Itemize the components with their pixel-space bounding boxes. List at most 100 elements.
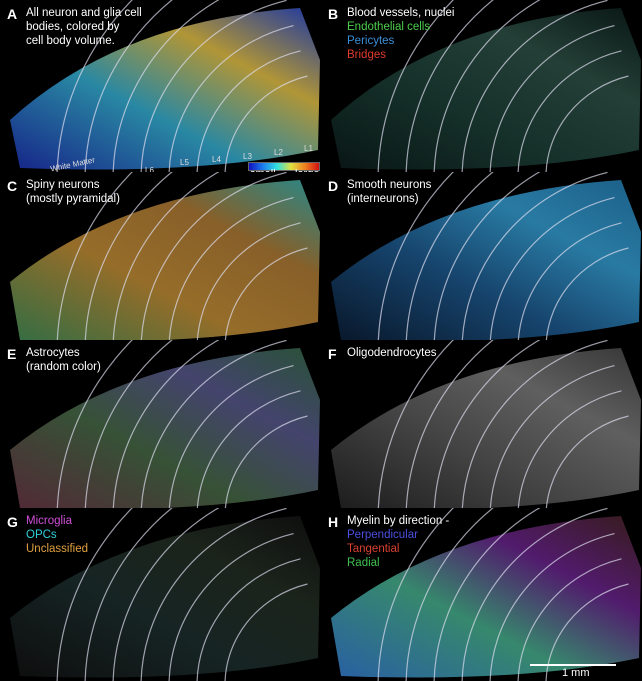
panel-image [10, 0, 320, 172]
layer-boundary-arc [405, 508, 494, 681]
caption-line: bodies, colored by [26, 21, 120, 33]
caption-line: All neuron and glia cell [26, 7, 142, 19]
layer-boundary-arc [112, 172, 220, 340]
panel-image [10, 340, 320, 508]
panel-letter: F [328, 346, 337, 362]
layer-boundary-arc [433, 508, 541, 681]
layer-boundary-arc [433, 0, 541, 172]
layer-boundary-arc [56, 172, 134, 340]
layer-boundary-arc [56, 0, 134, 172]
layer-boundary-arc [489, 25, 615, 172]
panel-b: B Blood vessels, nuclei Endothelial cells P… [321, 0, 642, 172]
layer-boundary-arc [168, 197, 294, 340]
panel-caption: Spiny neurons (mostly pyramidal) [26, 178, 120, 206]
panel-letter: B [328, 6, 339, 22]
panel-image [331, 340, 641, 508]
layer-boundary-arc [224, 583, 308, 681]
panel-caption: Microglia OPCs Unclassified [26, 514, 88, 556]
caption-line: (random color) [26, 361, 101, 373]
layer-label: L3 [243, 152, 252, 161]
panel-caption: Blood vessels, nuclei Endothelial cells Pe… [347, 6, 454, 62]
caption-line: Pericytes [347, 35, 395, 47]
panel-letter: G [7, 514, 18, 530]
tissue-section [10, 8, 320, 170]
layer-boundary-arc [112, 340, 220, 508]
scale-bar [530, 664, 616, 666]
tissue-section [331, 516, 641, 678]
layer-boundary-arc [140, 340, 287, 508]
layer-boundary-arc [545, 583, 629, 681]
layer-boundary-arc [461, 0, 608, 172]
caption-line: Radial [347, 557, 380, 569]
layer-boundary-arc [140, 172, 287, 340]
caption-line: Blood vessels, nuclei [347, 7, 455, 19]
scale-bar-label: 1 mm [562, 667, 590, 679]
panel-letter: C [7, 178, 18, 194]
layer-boundary-arc [405, 340, 494, 508]
layer-boundary-arc [140, 0, 287, 172]
panel-image [331, 508, 641, 681]
panel-c: C Spiny neurons (mostly pyramidal) [0, 172, 321, 340]
layer-boundary-arc [517, 50, 622, 172]
panel-g: G Microglia OPCs Unclassified [0, 508, 321, 681]
layer-boundary-arc [517, 558, 622, 681]
tissue-section [10, 516, 320, 678]
caption-line: (interneurons) [347, 193, 419, 205]
caption-line: Tangential [347, 543, 400, 555]
layer-boundary-arc [489, 197, 615, 340]
panel-letter: E [7, 346, 17, 362]
panel-caption: All neuron and glia cell bodies, colored … [26, 6, 142, 48]
layer-boundary-arc [196, 390, 301, 508]
panel-h: H Myelin by direction - Perpendicular Tange… [321, 508, 642, 681]
panel-d: D Smooth neurons (interneurons) [321, 172, 642, 340]
layer-boundary-arc [433, 172, 541, 340]
layer-label: L2 [274, 148, 283, 157]
panel-letter: A [7, 6, 18, 22]
layer-boundary-arc [461, 508, 608, 681]
panel-e: E Astrocytes (random color) [0, 340, 321, 508]
panel-image [331, 172, 641, 340]
layer-boundary-arc [56, 340, 134, 508]
layer-boundary-arc [545, 247, 629, 340]
layer-boundary-arc [224, 75, 308, 172]
caption-line: Microglia [26, 515, 73, 527]
layer-boundary-arc [84, 340, 173, 508]
layer-boundary-arc [489, 365, 615, 508]
layer-boundary-arc [405, 172, 494, 340]
layer-label: L1 [304, 144, 313, 153]
layer-boundary-arc [168, 365, 294, 508]
layer-boundary-arc [461, 172, 608, 340]
layer-boundary-arc [196, 558, 301, 681]
layer-boundary-arc [489, 533, 615, 681]
layer-label: L6 [145, 166, 154, 172]
layer-boundary-arc [517, 222, 622, 340]
layer-boundary-arc [224, 415, 308, 508]
panel-image [331, 0, 641, 172]
layer-boundary-arc [84, 508, 173, 681]
panel-caption: Myelin by direction - Perpendicular Tangen… [347, 514, 449, 570]
layer-boundary-arc [377, 508, 455, 681]
caption-line: Spiny neurons [26, 179, 100, 191]
colorbar-min-label: small [250, 168, 276, 172]
caption-line: cell body volume. [26, 35, 115, 47]
panel-a: A All neuron and glia cell bodies, colored… [0, 0, 321, 172]
panel-f: F Oligodendrocytes [321, 340, 642, 508]
panel-letter: H [328, 514, 339, 530]
layer-boundary-arc [168, 533, 294, 681]
caption-line: Endothelial cells [347, 21, 431, 33]
caption-line: Astrocytes [26, 347, 80, 359]
colorbar [248, 162, 320, 171]
layer-boundary-arc [377, 172, 455, 340]
layer-boundary-arc [433, 340, 541, 508]
layer-label: L5 [180, 158, 189, 167]
layer-boundary-arc [196, 50, 301, 172]
caption-line: (mostly pyramidal) [26, 193, 120, 205]
caption-line: Myelin by direction - [347, 515, 450, 527]
colorbar-max-label: large [295, 168, 319, 172]
caption-line: Unclassified [26, 543, 88, 555]
layer-boundary-arc [545, 75, 629, 172]
panel-caption: Astrocytes (random color) [26, 346, 101, 374]
layer-boundary-arc [168, 25, 294, 172]
tissue-section [331, 8, 641, 170]
panel-image [10, 508, 320, 681]
